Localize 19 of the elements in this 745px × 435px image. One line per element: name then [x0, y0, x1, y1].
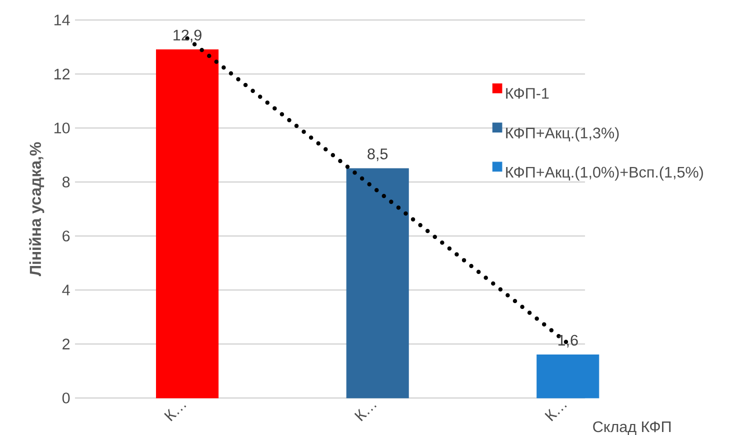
- x-tick-label: К…: [354, 405, 377, 422]
- x-tick-label: К…: [544, 405, 567, 422]
- y-tick-label: 2: [62, 338, 70, 350]
- y-tick-label: 14: [54, 14, 70, 26]
- x-axis-title: Склад КФП: [593, 421, 671, 435]
- y-tick-label: 0: [62, 392, 70, 404]
- y-tick-label: 4: [62, 284, 70, 296]
- data-label: 1,6: [558, 334, 578, 348]
- data-label: 12,9: [174, 30, 202, 42]
- legend-label: КФП+Акц.(1,0%)+Всп.(1,5%): [506, 166, 703, 181]
- y-tick-label: 8: [62, 176, 70, 188]
- x-tick-label: К…: [164, 405, 186, 422]
- y-tick-label: 6: [62, 230, 70, 242]
- y-tick-label: 12: [54, 68, 70, 80]
- data-label: 8,5: [368, 148, 388, 162]
- y-axis-title: Лінійна усадка,%: [29, 142, 44, 276]
- legend-label: КФП+Акц.(1,3%): [506, 127, 619, 142]
- y-tick-label: 10: [54, 122, 70, 134]
- legend-label: КФП-1: [506, 88, 549, 99]
